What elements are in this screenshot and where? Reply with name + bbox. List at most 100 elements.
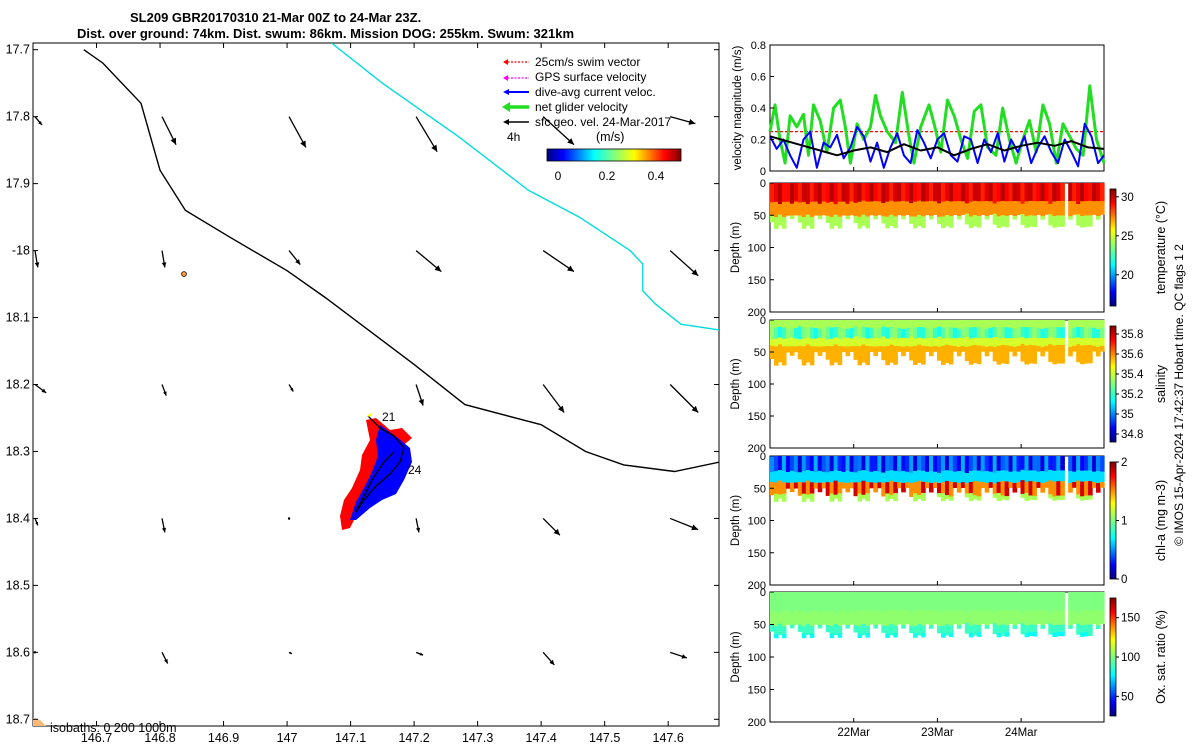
- profile-cell: [821, 338, 827, 342]
- profile-cell: [797, 472, 803, 477]
- profile-cell: [980, 333, 986, 337]
- profile-cell: [1044, 484, 1049, 488]
- profile-cell: [956, 210, 962, 214]
- profile-cell: [817, 456, 823, 460]
- profile-cell: [873, 464, 878, 469]
- profile-cell: [941, 622, 946, 627]
- profile-cell: [964, 203, 970, 208]
- profile-cell: [1076, 463, 1081, 468]
- profile-cell: [873, 340, 878, 345]
- profile-cell: [1092, 607, 1097, 611]
- profile-cell: [897, 477, 902, 481]
- profile-cell: [917, 334, 922, 339]
- profile-cell: [992, 354, 998, 358]
- profile-cell: [849, 594, 855, 598]
- profile-cell: [1088, 599, 1093, 604]
- profile-cell: [937, 629, 942, 634]
- profile-cell: [857, 471, 863, 476]
- map-y-tick-label: -18: [12, 244, 30, 258]
- profile-cell: [849, 348, 855, 352]
- profile-colorbar-tick-label: 35.4: [1121, 369, 1144, 381]
- profile-cell: [941, 614, 946, 619]
- profile-cell: [781, 213, 787, 218]
- profile-cell: [885, 216, 890, 221]
- profile-cell: [801, 482, 807, 487]
- profile-cell: [821, 204, 827, 208]
- profile-cell: [925, 330, 930, 334]
- profile-cell: [1008, 340, 1014, 344]
- profile-cell: [948, 341, 954, 347]
- profile-cell: [984, 489, 990, 493]
- profile-cell: [960, 320, 966, 324]
- profile-cell: [952, 201, 958, 205]
- profile-cell: [1024, 360, 1030, 365]
- profile-cell: [945, 599, 950, 604]
- profile-cell: [921, 353, 926, 358]
- profile-cell: [833, 613, 839, 618]
- profile-cell: [929, 195, 934, 199]
- profile-cell: [933, 201, 938, 205]
- velocity-y-axis: 00.20.40.60.8: [751, 40, 1022, 178]
- profile-cell: [913, 183, 918, 188]
- profile-cell: [996, 489, 1002, 494]
- profile-cell: [833, 491, 839, 496]
- profile-cell: [781, 630, 787, 635]
- profile-cell: [797, 199, 803, 204]
- profile-cell: [845, 331, 851, 336]
- profile-cell: [805, 183, 811, 188]
- profile-cell: [905, 484, 910, 489]
- profile-cell: [929, 206, 934, 211]
- profile-cell: [1040, 210, 1045, 214]
- profile-cell: [817, 479, 823, 484]
- profile-cell: [817, 209, 823, 214]
- profile-cell: [1080, 216, 1085, 221]
- profile-cell: [889, 351, 894, 356]
- profile-cell: [1096, 326, 1101, 330]
- profile-cell: [829, 614, 835, 620]
- profile-cell: [1000, 359, 1006, 364]
- profile-cell: [893, 220, 898, 225]
- profile-cell: [817, 485, 823, 490]
- profile-cell: [897, 594, 902, 598]
- profile-cell: [1068, 471, 1073, 475]
- profile-cell: [825, 212, 831, 217]
- profile-cell: [1056, 348, 1061, 353]
- profile-cell: [801, 213, 807, 218]
- profile-cell: [841, 206, 847, 211]
- profile-cell: [813, 594, 819, 598]
- profile-cell: [1012, 477, 1018, 481]
- profile-cell: [809, 361, 815, 366]
- profile-cell: [948, 334, 954, 339]
- profile-cell: [988, 597, 994, 601]
- profile-cell: [778, 193, 783, 198]
- profile-cell: [964, 466, 970, 471]
- profile-cell: [952, 196, 958, 200]
- profile-cell: [805, 344, 811, 349]
- profile-cell: [821, 206, 827, 210]
- profile-cell: [1000, 355, 1006, 360]
- profile-cell: [861, 463, 867, 468]
- profile-cell: [805, 473, 811, 478]
- profile-cell: [873, 622, 878, 626]
- profile-cell: [1068, 340, 1073, 345]
- profile-cell: [1052, 186, 1057, 191]
- profile-cell: [789, 488, 795, 493]
- profile-cell: [793, 206, 799, 211]
- profile-cell: [829, 353, 835, 358]
- profile-cell: [893, 629, 898, 634]
- profile-cell: [1072, 607, 1077, 611]
- profile-cell: [988, 474, 994, 478]
- profile-cell: [825, 465, 831, 470]
- profile-cell: [952, 484, 958, 488]
- profile-cell: [813, 191, 819, 195]
- profile-cell: [813, 341, 819, 345]
- current-arrow: [34, 383, 47, 394]
- profile-cell: [797, 355, 803, 360]
- profile-cell: [829, 349, 835, 355]
- profile-cell: [1072, 343, 1077, 347]
- profile-cell: [821, 463, 827, 468]
- profile-cell: [980, 198, 986, 202]
- profile-cell: [1048, 592, 1053, 597]
- profile-cell: [837, 459, 843, 464]
